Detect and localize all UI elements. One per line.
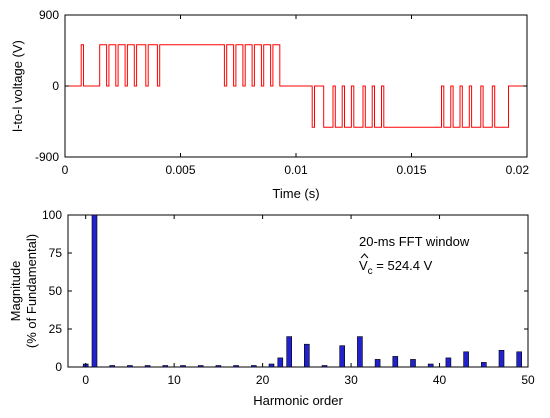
voltage-y-label: l-to-l voltage (V) <box>10 40 25 132</box>
annotation-line1: 20-ms FFT window <box>359 234 470 249</box>
harmonic-bar-45 <box>480 362 487 368</box>
spectrum-y-label-line1: Magnitude <box>8 261 23 322</box>
harmonic-bar-5 <box>127 365 133 368</box>
harmonic-bar-43 <box>463 351 469 368</box>
spectrum-x-tick-label: 0 <box>82 373 89 387</box>
voltage-x-ticks: 0 0.005 0.01 0.015 0.02 <box>62 15 530 177</box>
spectrum-y-tick-label: 0 <box>55 360 62 374</box>
annotation-hat-mark <box>360 253 369 259</box>
spectrum-x-tick-label: 50 <box>521 373 535 387</box>
harmonic-bar-7 <box>144 365 151 368</box>
harmonic-bar-1 <box>91 214 98 368</box>
spectrum-x-tick-label: 30 <box>344 373 358 387</box>
annotation-vc-base: V <box>359 258 368 273</box>
voltage-waveform <box>65 44 527 128</box>
voltage-y-tick-label: -900 <box>35 150 59 164</box>
spectrum-x-tick-label: 20 <box>256 373 270 387</box>
harmonic-bar-49 <box>516 351 523 368</box>
voltage-x-tick-label: 0.005 <box>165 163 195 177</box>
voltage-y-tick-label: 900 <box>39 8 59 22</box>
harmonic-bar-13 <box>197 365 204 368</box>
harmonic-bar-19 <box>251 365 257 368</box>
spectrum-x-label: Harmonic order <box>253 393 343 408</box>
spectrum-y-tick-label: 100 <box>42 208 62 222</box>
spectrum-x-tick-label: 10 <box>167 373 181 387</box>
harmonic-bar-23 <box>286 336 293 368</box>
voltage-x-tick-label: 0.01 <box>284 163 308 177</box>
harmonic-bar-11 <box>180 365 186 368</box>
spectrum-y-tick-label: 50 <box>49 284 63 298</box>
harmonic-spectrum-plot: 100 75 50 25 0 0 10 20 30 40 50 Harmonic order Ma… <box>8 208 535 408</box>
harmonic-bar-39 <box>427 363 434 368</box>
spectrum-x-tick-label: 40 <box>433 373 447 387</box>
voltage-y-tick-label: 0 <box>52 79 59 93</box>
voltage-x-label: Time (s) <box>272 186 319 201</box>
spectrum-x-ticks: 0 10 20 30 40 50 <box>82 215 535 387</box>
annotation-line2: Vc = 524.4 V <box>359 258 433 277</box>
voltage-y-ticks: 900 0 -900 <box>35 8 527 164</box>
harmonic-bar-17 <box>233 365 239 368</box>
harmonic-bar-29 <box>339 345 346 368</box>
annotation-vc-value: = 524.4 V <box>373 258 433 273</box>
harmonic-bar-15 <box>215 365 222 368</box>
spectrum-y-ticks: 100 75 50 25 0 <box>42 208 528 374</box>
voltage-x-tick-label: 0 <box>62 163 69 177</box>
harmonic-bar-33 <box>374 359 381 368</box>
fft-annotation: 20-ms FFT window Vc = 524.4 V <box>359 234 470 277</box>
harmonic-bars <box>82 214 523 368</box>
harmonic-bar-31 <box>357 336 363 368</box>
harmonic-bar-47 <box>498 349 505 368</box>
voltage-x-tick-label: 0.02 <box>506 163 530 177</box>
spectrum-y-label-line2: (% of Fundamental) <box>24 234 39 348</box>
harmonic-bar-41 <box>445 357 452 368</box>
harmonic-bar-9 <box>162 365 169 368</box>
voltage-x-tick-label: 0.015 <box>396 163 426 177</box>
spectrum-y-tick-label: 25 <box>49 322 63 336</box>
annotation-vc-subscript: c <box>368 266 373 277</box>
harmonic-bar-22 <box>277 357 284 368</box>
harmonic-bar-25 <box>303 343 310 368</box>
spectrum-y-tick-label: 75 <box>49 246 63 260</box>
harmonic-bar-35 <box>392 356 399 368</box>
harmonic-bar-27 <box>321 365 328 368</box>
harmonic-bar-3 <box>109 365 115 368</box>
harmonic-bar-21 <box>268 363 275 368</box>
harmonic-bar-37 <box>410 359 416 368</box>
spectrum-axes-box <box>67 214 529 368</box>
